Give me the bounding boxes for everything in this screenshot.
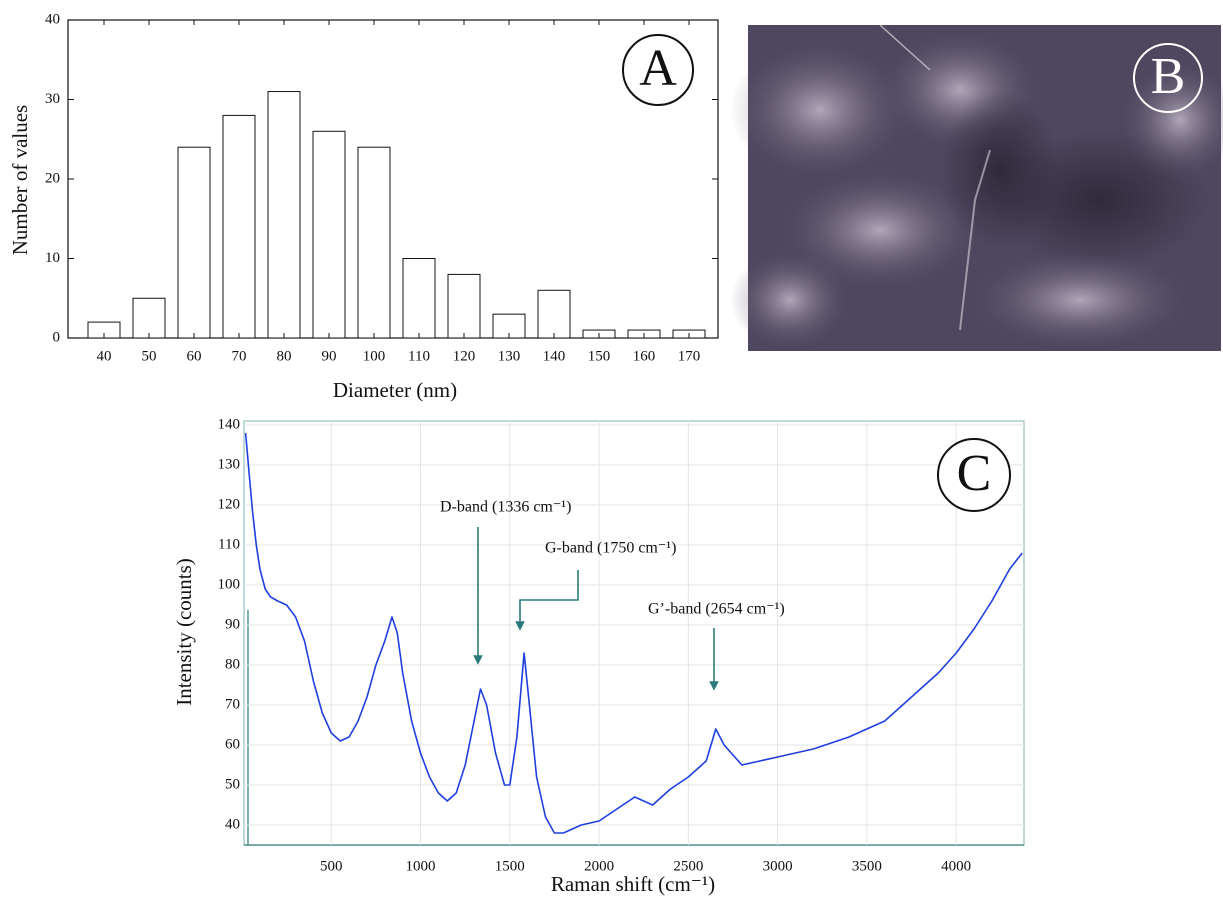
annotation: D-band (1336 cm⁻¹): [440, 499, 571, 516]
panel-badge: [937, 438, 1011, 512]
x-tick-label: 170: [678, 348, 701, 364]
bar: [177, 146, 211, 339]
x-tick-label: 120: [453, 348, 476, 364]
panel-label: C: [957, 445, 992, 502]
x-tick-label: 3500: [852, 858, 882, 874]
plot-frame: [67, 19, 719, 339]
x-tick-label: 1500: [495, 858, 525, 874]
x-tick-label: 60: [187, 348, 202, 364]
y-tick-label: 140: [218, 416, 241, 432]
plot-frame: [243, 420, 1025, 846]
y-tick-label: 10: [45, 250, 60, 266]
x-tick-label: 130: [498, 348, 521, 364]
bar: [402, 258, 436, 339]
y-tick-label: 40: [45, 11, 60, 27]
panel-label: A: [639, 40, 677, 97]
x-tick-label: 40: [97, 348, 112, 364]
y-tick-label: 60: [225, 736, 240, 752]
x-tick-label: 2000: [584, 858, 614, 874]
y-tick-label: 40: [225, 816, 240, 832]
x-tick-label: 3000: [763, 858, 793, 874]
panel-badge: [622, 34, 694, 106]
y-tick-label: 0: [53, 329, 61, 345]
bar: [222, 114, 256, 339]
x-tick-label: 140: [543, 348, 566, 364]
x-tick-label: 110: [408, 348, 430, 364]
annotation-arrow: [515, 570, 579, 631]
y-tick-label: 120: [218, 496, 241, 512]
x-tick-label: 160: [633, 348, 656, 364]
micrograph: [730, 24, 1223, 351]
line-series: [244, 432, 1023, 834]
y-tick-label: 80: [225, 656, 240, 672]
y-axis-label: Number of values: [8, 105, 32, 255]
x-tick-label: 50: [142, 348, 157, 364]
x-tick-label: 150: [588, 348, 611, 364]
y-tick-label: 70: [225, 696, 240, 712]
x-tick-label: 80: [277, 348, 292, 364]
panel-label: B: [1151, 48, 1186, 105]
y-tick-label: 100: [218, 576, 241, 592]
y-axis-label: Intensity (counts): [172, 558, 196, 706]
bar: [312, 130, 346, 339]
bar: [447, 273, 481, 339]
x-tick-label: 500: [320, 858, 343, 874]
x-tick-label: 100: [363, 348, 386, 364]
y-tick-label: 30: [45, 91, 60, 107]
bar: [357, 146, 391, 339]
x-tick-label: 2500: [673, 858, 703, 874]
x-tick-label: 90: [322, 348, 337, 364]
y-tick-label: 110: [218, 536, 240, 552]
y-tick-label: 50: [225, 776, 240, 792]
annotation: G’-band (2654 cm⁻¹): [648, 601, 785, 618]
x-tick-label: 4000: [941, 858, 971, 874]
x-axis-label: Diameter (nm): [333, 378, 457, 402]
x-axis-label: Raman shift (cm⁻¹): [551, 872, 715, 896]
x-tick-label: 70: [232, 348, 247, 364]
y-tick-label: 20: [45, 170, 60, 186]
annotation: G-band (1750 cm⁻¹): [545, 540, 676, 557]
y-tick-label: 90: [225, 616, 240, 632]
bar: [537, 289, 571, 339]
x-tick-label: 1000: [406, 858, 436, 874]
y-tick-label: 130: [218, 456, 241, 472]
panel-badge: [1133, 43, 1203, 113]
bar: [132, 297, 166, 339]
bar: [267, 91, 301, 339]
